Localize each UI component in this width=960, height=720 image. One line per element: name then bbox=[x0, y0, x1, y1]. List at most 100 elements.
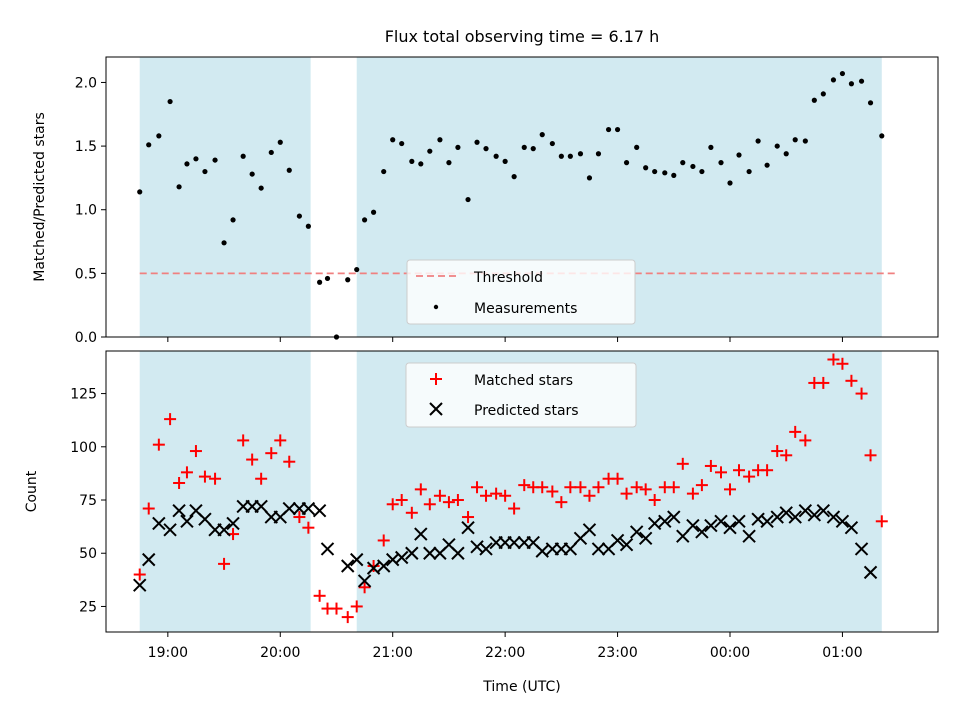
predicted-star-point bbox=[658, 514, 672, 529]
predicted-star-point bbox=[760, 514, 774, 529]
predicted-point-d2 bbox=[451, 546, 465, 560]
predicted-star-point bbox=[835, 514, 850, 529]
matched-star-point bbox=[780, 449, 793, 462]
y-tick-label: 25 bbox=[79, 599, 97, 615]
predicted-point-d2 bbox=[535, 544, 549, 558]
predicted-point-d2 bbox=[350, 552, 364, 567]
measurement-point bbox=[409, 158, 415, 164]
top-plot-frame bbox=[105, 56, 939, 338]
predicted-point-d2 bbox=[507, 535, 521, 550]
measurement-point bbox=[455, 144, 461, 150]
matched-star-point bbox=[827, 353, 840, 366]
matched-star-point bbox=[536, 481, 549, 494]
top-legend-box bbox=[406, 259, 636, 325]
measurement-point bbox=[567, 153, 573, 159]
matched-star-point bbox=[499, 489, 512, 502]
measurement-point bbox=[240, 153, 246, 159]
matched-star-point bbox=[313, 589, 326, 602]
measurement-point bbox=[755, 138, 761, 144]
measurement-point bbox=[146, 142, 152, 148]
measurement-point bbox=[427, 148, 433, 154]
matched-star-point bbox=[246, 453, 259, 466]
measurement-point bbox=[521, 144, 527, 150]
predicted-point-d2 bbox=[647, 516, 662, 531]
x-tick-label: 21:00 bbox=[373, 645, 413, 661]
measurement-point bbox=[324, 275, 331, 282]
predicted-point-d2 bbox=[835, 514, 850, 529]
predicted-point-d2 bbox=[479, 542, 493, 556]
measurement-point bbox=[277, 139, 283, 145]
matched-star-point bbox=[471, 481, 484, 494]
x-tick-label: 19:00 bbox=[148, 645, 188, 661]
matched-star-point bbox=[761, 464, 774, 477]
top-legend: Threshold Measurements bbox=[406, 259, 636, 325]
bottom-legend-box bbox=[405, 362, 637, 428]
predicted-point-d2 bbox=[312, 503, 327, 518]
predicted-point-d2 bbox=[714, 514, 728, 529]
x-tick-label: 20:00 bbox=[260, 645, 300, 661]
x-tick-label: 00:00 bbox=[710, 645, 750, 661]
measurement-point bbox=[202, 168, 208, 175]
y-tick-label: 50 bbox=[79, 546, 97, 562]
matched-star-point bbox=[855, 387, 868, 400]
predicted-point-d2 bbox=[676, 529, 690, 543]
predicted-star-point bbox=[723, 520, 737, 535]
predicted-point-d2 bbox=[695, 525, 709, 539]
matched-star-point bbox=[630, 481, 643, 494]
measurement-point bbox=[792, 137, 798, 143]
predicted-point-d2 bbox=[133, 578, 147, 592]
measurement-point bbox=[736, 152, 742, 158]
predicted-point-d2 bbox=[844, 520, 859, 535]
matched-star-point bbox=[508, 502, 521, 515]
y-tick-label: 100 bbox=[70, 440, 97, 456]
predicted-point-d2 bbox=[704, 518, 718, 533]
measurement-point bbox=[502, 158, 508, 164]
measurement-point bbox=[595, 151, 602, 157]
predicted-point-d2 bbox=[405, 546, 419, 560]
matched-star-point bbox=[386, 498, 399, 511]
predicted-star-point bbox=[479, 542, 493, 556]
matched-star-point bbox=[442, 496, 455, 509]
measurement-point bbox=[549, 140, 555, 147]
measurement-point bbox=[820, 91, 826, 97]
matched-star-point bbox=[799, 434, 812, 447]
predicted-point-d2 bbox=[807, 508, 822, 522]
measurement-point bbox=[212, 157, 218, 163]
predicted-star-point bbox=[217, 523, 231, 537]
predicted-point-d2 bbox=[341, 559, 355, 573]
predicted-star-point bbox=[610, 533, 625, 548]
predicted-point-d2 bbox=[385, 552, 400, 567]
y-tick-label: 75 bbox=[79, 493, 97, 509]
matched-star-point bbox=[817, 376, 830, 389]
predicted-star-point bbox=[312, 503, 327, 518]
matched-star-point bbox=[414, 483, 427, 496]
measurement-point bbox=[746, 168, 752, 175]
matched-star-point bbox=[648, 494, 661, 507]
matched-star-point bbox=[715, 466, 728, 479]
predicted-star-point bbox=[301, 501, 316, 516]
measurement-point bbox=[361, 217, 368, 223]
threshold-legend-label: Threshold bbox=[473, 270, 543, 286]
matched-star-point bbox=[695, 479, 708, 492]
predicted-point-d2 bbox=[732, 514, 746, 529]
bottom-y-axis-ticks: 25 50 75 100 125 bbox=[70, 387, 106, 615]
measurement-point bbox=[699, 168, 705, 175]
predicted-legend-swatch bbox=[429, 402, 443, 416]
matched-star-point bbox=[341, 611, 354, 624]
predicted-star-point bbox=[647, 516, 662, 531]
matched-legend-label: Matched stars bbox=[474, 373, 573, 389]
predicted-point-d2 bbox=[226, 516, 240, 531]
matched-star-point bbox=[462, 511, 475, 524]
predicted-point-d2 bbox=[723, 520, 737, 535]
matched-star-point bbox=[583, 489, 596, 502]
observing-interval bbox=[139, 57, 311, 337]
measurements-legend-label: Measurements bbox=[474, 301, 577, 317]
bottom-y-axis-label: Count bbox=[24, 470, 40, 512]
predicted-star-point bbox=[591, 542, 606, 556]
matched-star-point bbox=[237, 434, 250, 447]
matched-star-point bbox=[180, 466, 193, 479]
matched-star-point bbox=[836, 357, 849, 370]
predicted-star-point bbox=[152, 516, 166, 531]
measurement-point bbox=[577, 151, 584, 157]
predicted-point-d2 bbox=[152, 516, 166, 531]
